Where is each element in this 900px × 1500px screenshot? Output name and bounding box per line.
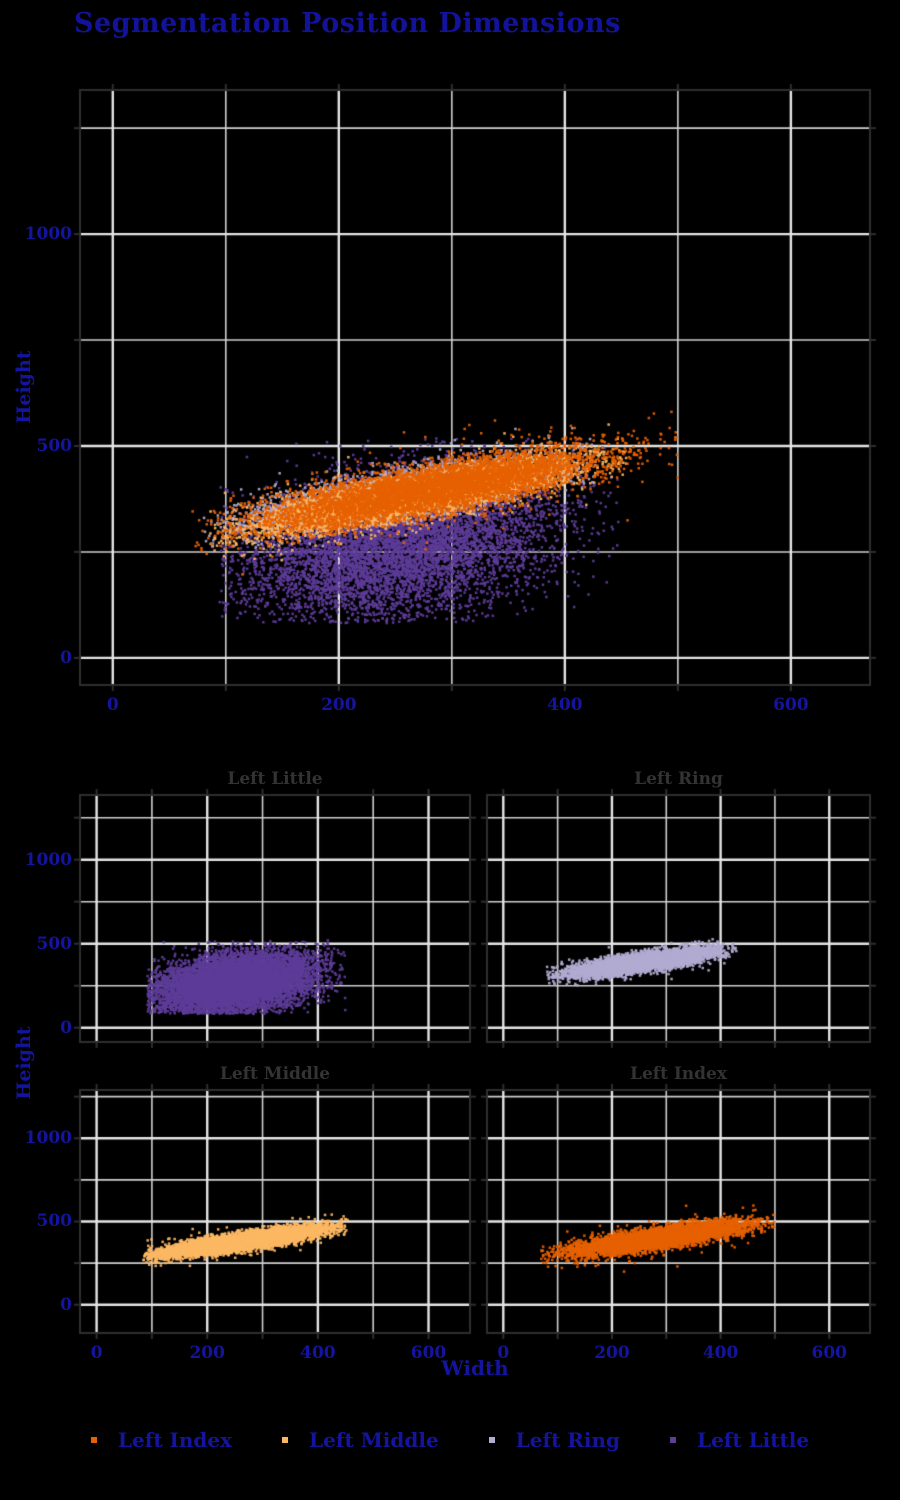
facet-canvas-left-ring [475, 783, 882, 1054]
x-tick-label: 600 [410, 1343, 447, 1363]
x-tick-label: 0 [106, 695, 119, 715]
y-tick-label: 0 [60, 647, 72, 668]
y-tick-label: 1000 [24, 849, 72, 870]
facet-panel-left-ring: Left Ring [475, 769, 882, 1054]
axis-title-height-main: Height [13, 350, 35, 424]
y-tick-label: 1000 [24, 1128, 72, 1149]
x-tick-label: 0 [90, 1343, 103, 1363]
left-little-swatch-icon [670, 1437, 677, 1443]
facet-panel-left-middle: Left Middle 0 200 400 600 0 500 1000 [25, 1064, 482, 1363]
facet-canvas-left-middle [68, 1078, 482, 1345]
legend-label-left-little: Left Little [697, 1428, 810, 1452]
y-tick-label: 0 [60, 1294, 72, 1315]
y-tick-label: 500 [36, 1211, 73, 1232]
main-plot-canvas [68, 78, 882, 697]
x-tick-label: 400 [702, 1343, 739, 1363]
facet-panel-left-little: Left Little 0 500 1000 [25, 769, 482, 1054]
x-tick-label: 600 [811, 1343, 848, 1363]
chart-title: Segmentation Position Dimensions [74, 8, 621, 39]
x-tick-label: 400 [547, 695, 583, 715]
x-tick-label: 200 [594, 1343, 630, 1363]
left-middle-swatch-icon [282, 1437, 289, 1443]
legend-label-left-ring: Left Ring [515, 1428, 621, 1452]
x-tick-label: 0 [497, 1343, 510, 1363]
main-plot-panel: 0 200 400 600 0 500 1000 [25, 78, 882, 715]
legend-item-left-ring: Left Ring [488, 1428, 621, 1452]
legend-item-left-index: Left Index [90, 1428, 233, 1452]
x-tick-label: 600 [773, 695, 809, 715]
left-index-swatch-icon [90, 1437, 97, 1443]
legend-label-left-middle: Left Middle [309, 1428, 439, 1452]
legend-label-left-index: Left Index [117, 1428, 233, 1452]
axis-title-width: Width [441, 1356, 509, 1380]
y-tick-label: 0 [60, 1017, 72, 1038]
y-tick-label: 1000 [24, 224, 72, 245]
legend: Left Index Left Middle Left Ring Left Li… [0, 1428, 900, 1452]
y-tick-label: 500 [36, 933, 73, 954]
facet-panel-left-index: Left Index 0 200 400 600 [475, 1064, 882, 1363]
facet-canvas-left-index [475, 1078, 882, 1345]
legend-item-left-little: Left Little [670, 1428, 809, 1452]
x-tick-label: 200 [189, 1343, 225, 1363]
x-tick-label: 200 [321, 695, 357, 715]
legend-item-left-middle: Left Middle [282, 1428, 439, 1452]
y-tick-label: 500 [36, 435, 73, 456]
axis-title-height-facets: Height [13, 1026, 35, 1100]
left-ring-swatch-icon [488, 1437, 495, 1443]
x-tick-label: 400 [300, 1343, 336, 1363]
facet-canvas-left-little [68, 783, 482, 1054]
